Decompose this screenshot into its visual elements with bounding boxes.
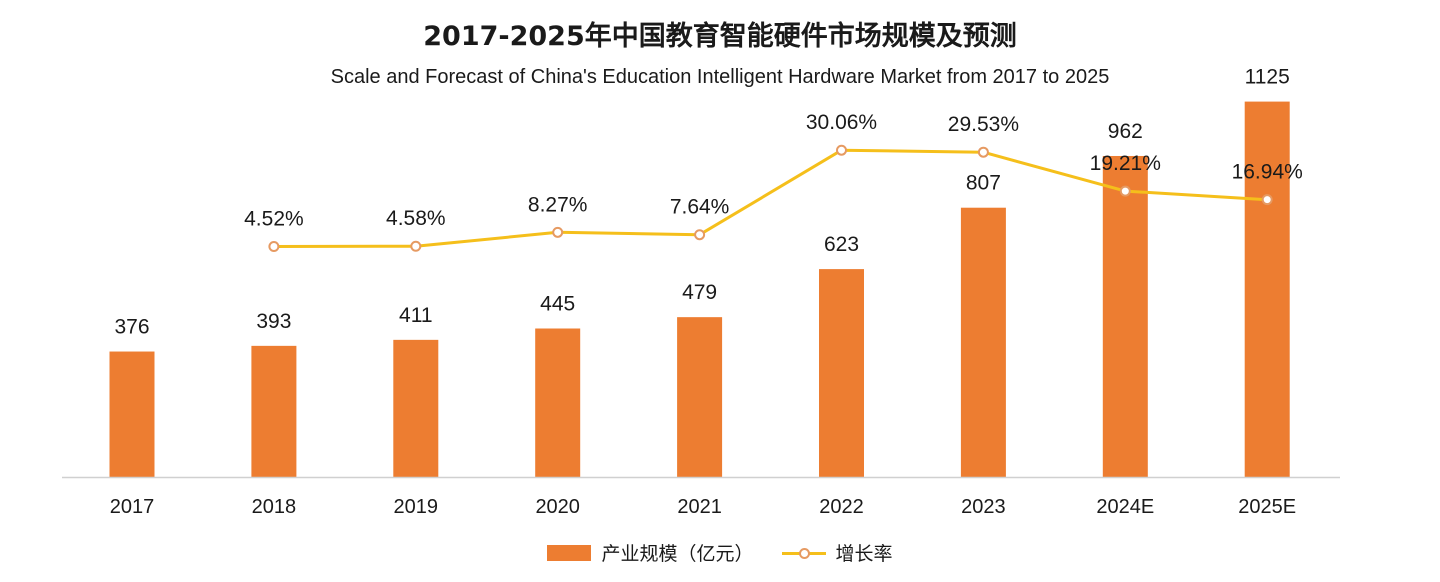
bar-label-2022: 623	[824, 233, 859, 256]
chart-subtitle: Scale and Forecast of China's Education …	[330, 66, 1110, 88]
line-point-2020	[552, 226, 564, 238]
line-label-2019: 4.58%	[386, 207, 446, 230]
bar-2022	[819, 269, 864, 477]
x-tick-2025E: 2025E	[1238, 496, 1296, 518]
bar-label-2021: 479	[682, 281, 717, 304]
bar-2025E	[1244, 101, 1290, 478]
bar-2018	[251, 345, 297, 477]
x-tick-2021: 2021	[677, 496, 722, 518]
bar-2020	[535, 328, 581, 477]
line-label-2022: 30.06%	[806, 111, 877, 134]
legend-line-swatch	[781, 545, 826, 561]
line-point-2021	[694, 229, 706, 241]
legend-item-bar: 产业规模（亿元）	[547, 539, 754, 566]
bar-2019	[393, 339, 439, 477]
chart-title: 2017-2025年中国教育智能硬件市场规模及预测	[423, 21, 1017, 52]
legend-line-label: 增长率	[835, 543, 893, 565]
legend: 产业规模（亿元） 增长率	[0, 539, 1440, 566]
bar-series	[109, 101, 1290, 478]
line-point-2025E	[1261, 194, 1273, 206]
x-tick-2020: 2020	[535, 496, 580, 518]
bar-label-2018: 393	[256, 310, 291, 333]
bar-label-2017: 376	[114, 316, 149, 339]
growth-rate-line	[273, 148, 1268, 248]
x-tick-labels: 2017 2018 2019 2020 2021 2022 2023 2024E 2025E	[110, 496, 1296, 518]
legend-bar-label: 产业规模（亿元）	[601, 543, 754, 565]
x-tick-2017: 2017	[110, 496, 155, 518]
line-series	[268, 144, 1273, 252]
bar-value-labels: 376 393 411 445 479 623 807 962 1125	[114, 66, 1289, 339]
legend-item-line: 增长率	[781, 539, 893, 566]
line-label-2023: 29.53%	[948, 113, 1019, 136]
legend-bar-swatch	[547, 544, 592, 561]
x-tick-2023: 2023	[961, 496, 1006, 518]
line-point-2019	[410, 240, 422, 252]
bar-label-2020: 445	[540, 293, 575, 316]
bar-label-2025E: 1125	[1245, 66, 1290, 89]
line-point-2022	[836, 144, 847, 156]
bar-2021	[677, 317, 723, 477]
line-point-2024E	[1119, 185, 1131, 197]
line-value-labels: 4.52% 4.58% 8.27% 7.64% 30.06% 29.53% 19.21% 16…	[244, 111, 1303, 230]
bar-label-2019: 411	[399, 304, 432, 327]
line-label-2025E: 16.94%	[1232, 161, 1303, 184]
x-tick-2024E: 2024E	[1096, 496, 1154, 518]
line-label-2024E: 19.21%	[1090, 152, 1161, 175]
line-label-2021: 7.64%	[670, 196, 730, 219]
x-tick-2018: 2018	[252, 496, 297, 518]
bar-2023	[960, 207, 1006, 477]
line-label-2020: 8.27%	[528, 193, 588, 216]
bar-label-2024E: 962	[1108, 120, 1143, 143]
line-point-2018	[268, 240, 280, 252]
bar-2024E	[1102, 155, 1148, 478]
x-tick-2019: 2019	[394, 496, 439, 518]
bar-label-2023: 807	[966, 172, 1001, 195]
line-label-2018: 4.52%	[244, 207, 304, 230]
line-point-2023	[977, 146, 989, 158]
x-tick-2022: 2022	[819, 496, 864, 518]
bar-2017	[109, 351, 155, 477]
